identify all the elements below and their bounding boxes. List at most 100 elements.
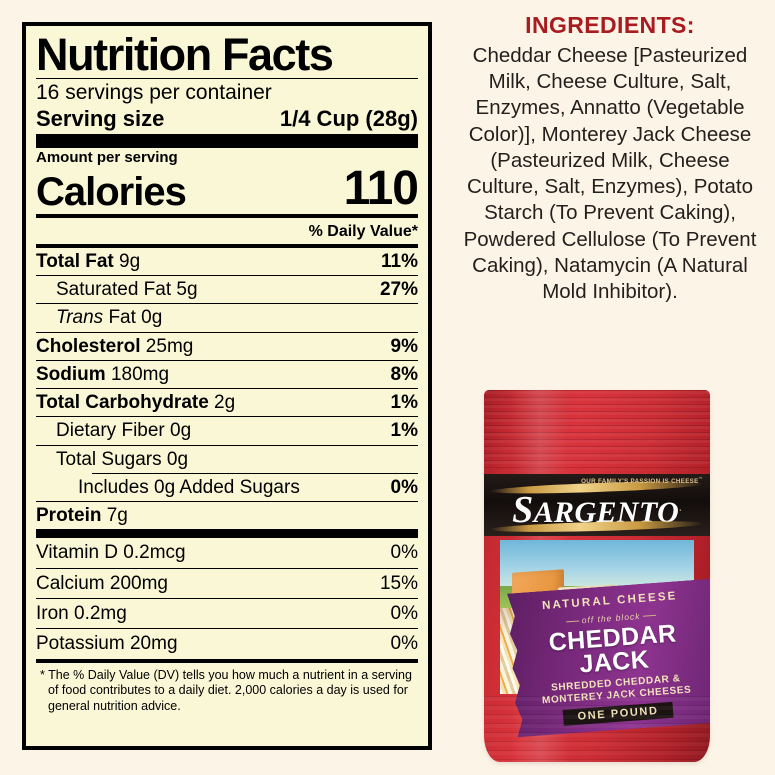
- nutrient-name: Dietary Fiber: [56, 420, 165, 442]
- nutrient-name: Protein: [36, 505, 102, 527]
- nutrient-row-divider: [36, 359, 418, 361]
- nutrient-name: Sodium: [36, 363, 106, 385]
- serving-size-row: Serving size 1/4 Cup (28g): [36, 106, 418, 134]
- calories-row: Calories 110: [36, 161, 419, 215]
- divider-above-nutrients: [36, 243, 418, 248]
- nutrition-facts-panel: Nutrition Facts 16 servings per containe…: [22, 22, 432, 750]
- bag-top-crimp: [484, 390, 710, 468]
- divider-under-title: [36, 78, 418, 79]
- ingredients-text: Cheddar Cheese [Pasteurized Milk, Cheese…: [463, 44, 757, 304]
- vitamin-row: Vitamin D 0.2mcg 0%: [36, 538, 418, 567]
- nutrient-name: Total Fat: [36, 250, 114, 272]
- nutrient-label: Protein 7g: [36, 505, 128, 526]
- brand-band: OUR FAMILY'S PASSION IS CHEESE™ SARGENTO…: [484, 474, 710, 536]
- nutrient-amount: 2g: [208, 392, 236, 414]
- nutrient-label: Total Carbohydrate 2g: [36, 392, 235, 413]
- servings-per-container: 16 servings per container: [36, 81, 272, 104]
- trademark-icon: ™: [698, 476, 703, 481]
- calories-label: Calories: [36, 170, 187, 215]
- nutrient-amount: 0g: [164, 420, 192, 442]
- brand-tagline-text: OUR FAMILY'S PASSION IS CHEESE: [581, 478, 699, 486]
- calories-value: 110: [343, 161, 419, 215]
- nutrient-row: Cholesterol 25mg 9%: [36, 333, 418, 360]
- nutrient-name: Includes 0g Added Sugars: [78, 476, 300, 498]
- nutrient-daily-value: 27%: [379, 279, 418, 301]
- vitamin-daily-value: 15%: [379, 572, 418, 594]
- product-package-image: OUR FAMILY'S PASSION IS CHEESE™ SARGENTO…: [484, 390, 710, 762]
- nutrient-amount: Fat 0g: [103, 307, 163, 329]
- nutrient-label: Saturated Fat 5g: [36, 279, 198, 300]
- vitamin-row: Calcium 200mg 15%: [36, 569, 418, 598]
- vitamin-row-divider: [36, 598, 418, 599]
- vitamin-name: Vitamin D 0.2mcg: [36, 542, 186, 564]
- nutrient-row: Total Carbohydrate 2g 1%: [36, 389, 418, 416]
- nutrient-label: Dietary Fiber 0g: [36, 420, 191, 441]
- divider-above-footnote: [36, 658, 418, 663]
- ingredients-block: INGREDIENTS: Cheddar Cheese [Pasteurized…: [455, 12, 765, 305]
- vitamin-daily-value: 0%: [390, 542, 418, 564]
- nutrient-amount: 25mg: [140, 335, 194, 357]
- vitamin-name: Iron 0.2mg: [36, 603, 127, 624]
- nutrient-row: Total Fat 9g 11%: [36, 248, 418, 275]
- nutrient-row-divider: [92, 472, 418, 474]
- nutrient-name: Trans: [56, 307, 104, 329]
- nutrient-amount: 9g: [113, 250, 141, 272]
- divider-under-calories: [36, 213, 418, 218]
- bag-bottom-crimp: [484, 696, 710, 762]
- vitamin-rows: Vitamin D 0.2mcg 0% Calcium 200mg 15% Iron 0…: [36, 538, 418, 658]
- vitamin-row: Potassium 20mg 0%: [36, 629, 418, 658]
- nutrient-daily-value: 1%: [390, 420, 418, 442]
- nutrient-rows: Total Fat 9g 11% Saturated Fat 5g 27% Trans …: [36, 248, 418, 530]
- nutrient-row: Includes 0g Added Sugars 0%: [36, 474, 418, 501]
- nutrient-label: Total Sugars 0g: [36, 449, 188, 470]
- nutrient-row-divider: [36, 444, 418, 446]
- nutrient-name: Saturated Fat: [56, 279, 172, 301]
- nutrient-row-divider: [36, 501, 418, 503]
- package-bag: OUR FAMILY'S PASSION IS CHEESE™ SARGENTO…: [484, 390, 710, 762]
- nutrient-row-divider: [36, 303, 418, 305]
- nutrient-row: Total Sugars 0g: [36, 446, 418, 473]
- nutrient-daily-value: 1%: [390, 392, 418, 414]
- vitamin-row: Iron 0.2mg 0%: [36, 599, 418, 628]
- nutrition-facts-title: Nutrition Facts: [36, 29, 334, 80]
- daily-value-footnote: * The % Daily Value (DV) tells you how m…: [40, 667, 412, 713]
- nutrient-row: Dietary Fiber 0g 1%: [36, 417, 418, 444]
- divider-thick-bottom: [36, 529, 418, 539]
- nutrient-amount: 7g: [101, 505, 128, 527]
- vitamin-name: Potassium 20mg: [36, 633, 178, 655]
- nutrient-label: Trans Fat 0g: [36, 307, 162, 328]
- nutrient-daily-value: 11%: [381, 250, 418, 272]
- nutrient-row: Saturated Fat 5g 27%: [36, 276, 418, 303]
- nutrient-row: Sodium 180mg 8%: [36, 361, 418, 388]
- nutrient-daily-value: 9%: [390, 335, 418, 357]
- nutrient-label: Includes 0g Added Sugars: [36, 477, 300, 498]
- nutrient-row-divider: [36, 275, 418, 277]
- nutrient-row-divider: [36, 331, 418, 333]
- nutrient-amount: 5g: [171, 279, 198, 301]
- nutrient-daily-value: 0%: [390, 476, 418, 498]
- vitamin-name: Calcium 200mg: [36, 572, 168, 594]
- vitamin-row-divider: [36, 567, 418, 569]
- nutrient-daily-value: 8%: [390, 363, 418, 385]
- vitamin-daily-value: 0%: [390, 633, 418, 655]
- divider-thick-top: [36, 134, 418, 149]
- serving-size-value: 1/4 Cup (28g): [279, 105, 418, 131]
- daily-value-header: % Daily Value*: [308, 222, 418, 240]
- nutrient-label: Total Fat 9g: [36, 251, 140, 272]
- registered-mark-icon: .: [679, 503, 682, 513]
- nutrient-row-divider: [36, 416, 418, 418]
- nutrient-amount: 0g: [161, 448, 189, 470]
- nutrient-label: Cholesterol 25mg: [36, 336, 193, 357]
- nutrient-amount: 180mg: [105, 363, 170, 385]
- nutrient-label: Sodium 180mg: [36, 364, 169, 385]
- nutrient-name: Total Carbohydrate: [36, 392, 209, 414]
- amount-per-serving-label: Amount per serving: [36, 149, 178, 167]
- nutrient-name: Total Sugars: [56, 448, 162, 470]
- vitamin-row-divider: [36, 628, 418, 630]
- serving-size-label: Serving size: [36, 105, 165, 131]
- nutrient-row-divider: [36, 388, 418, 390]
- nutrient-name: Cholesterol: [36, 335, 141, 357]
- vitamin-daily-value: 0%: [390, 603, 418, 624]
- nutrient-row: Protein 7g: [36, 502, 418, 529]
- ingredients-heading: INGREDIENTS:: [525, 12, 695, 38]
